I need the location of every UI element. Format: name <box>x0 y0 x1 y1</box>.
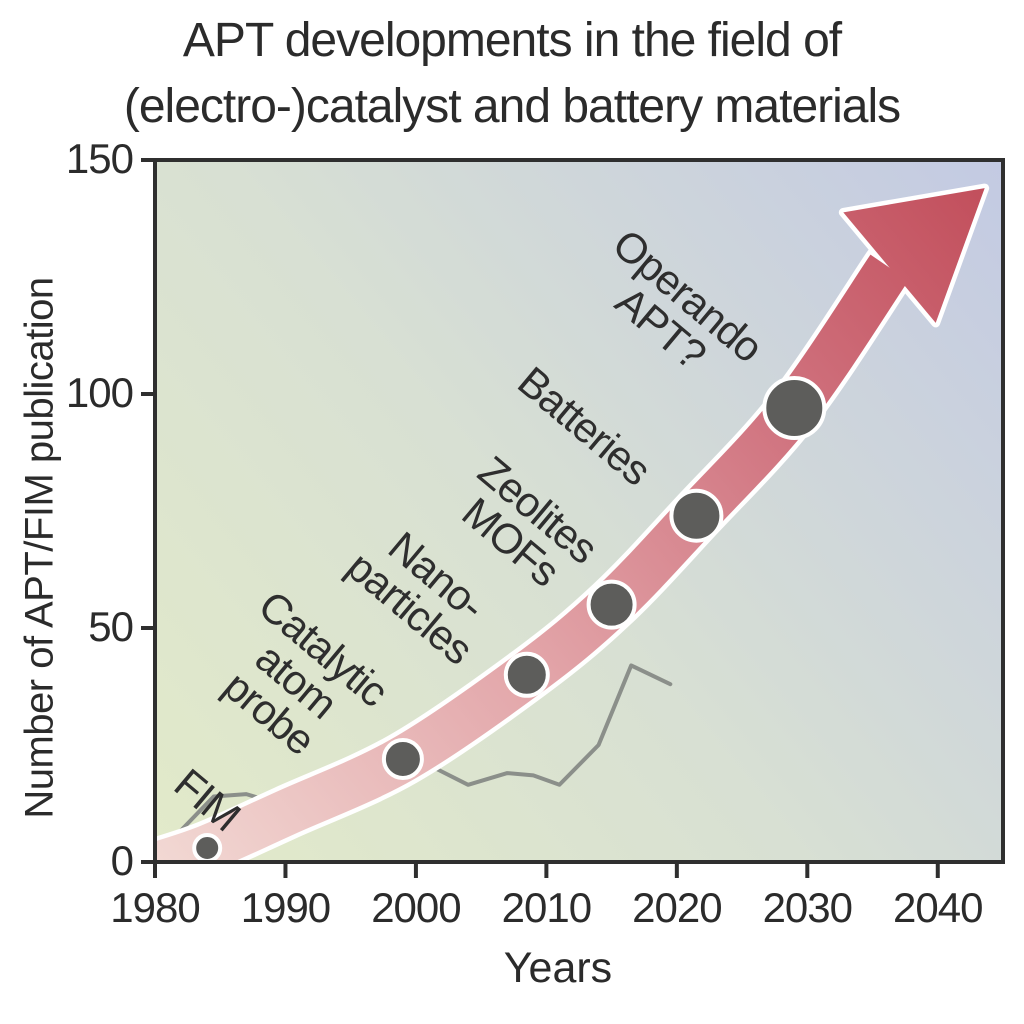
x-axis-title: Years <box>503 944 613 992</box>
y-axis-title: Number of APT/FIM publication <box>17 277 62 819</box>
x-tick-label-1980: 1980 <box>110 884 200 931</box>
x-tick-label-2040: 2040 <box>893 884 983 931</box>
x-tick-label-2030: 2030 <box>762 884 853 931</box>
milestone-dot <box>762 376 827 440</box>
milestone-dot <box>669 488 724 543</box>
chart-title: APT developments in the field of (electr… <box>0 8 1024 140</box>
chart-title-line2: (electro-)catalyst and battery materials <box>123 80 901 134</box>
y-tick-label-0: 0 <box>110 837 134 885</box>
chart-title-line1: APT developments in the field of <box>182 14 842 67</box>
x-tick-label-2020: 2020 <box>632 884 722 931</box>
milestone-dot <box>503 651 550 698</box>
y-tick-label-100: 100 <box>65 369 134 417</box>
milestone-dot <box>586 579 637 630</box>
x-tick-label-1990: 1990 <box>240 884 331 931</box>
trend-arrow-head <box>843 188 985 323</box>
milestone-dot <box>381 738 424 780</box>
x-tick-label-2000: 2000 <box>371 884 461 931</box>
y-tick-label-150: 150 <box>65 135 134 183</box>
x-tick-label-2010: 2010 <box>501 884 592 931</box>
milestone-dot <box>192 833 223 863</box>
plot-border <box>153 158 1005 864</box>
y-tick-label-50: 50 <box>88 603 134 651</box>
